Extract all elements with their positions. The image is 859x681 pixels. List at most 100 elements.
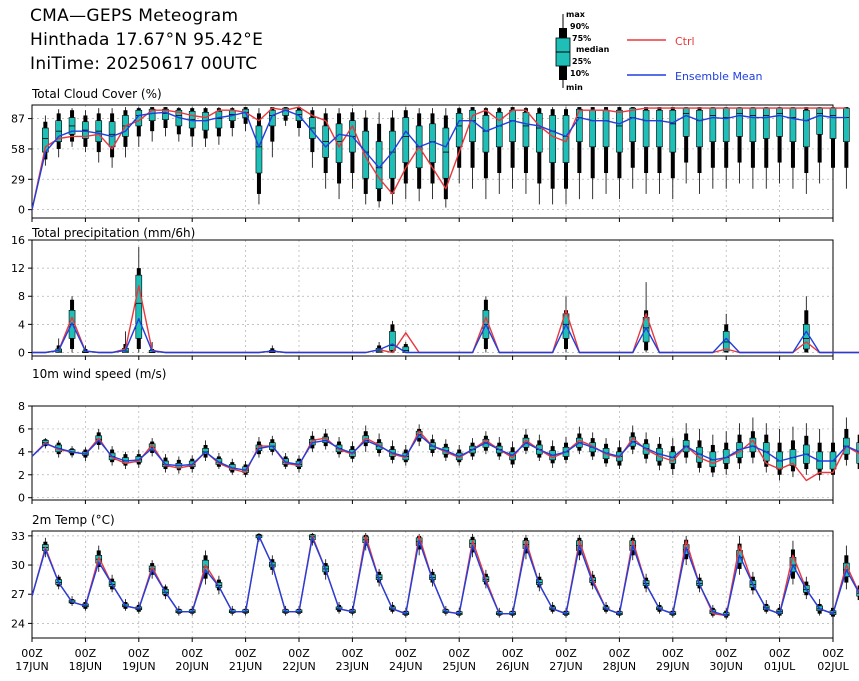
box-quartile <box>389 331 396 351</box>
box-quartile <box>856 589 859 597</box>
x-tick-label-date: 23JUN <box>336 660 370 673</box>
ctrl-line <box>31 430 859 482</box>
box-quartile <box>576 108 583 142</box>
box-quartile <box>802 109 810 148</box>
panel: Total Cloud Cover (%) 0 29 58 87 <box>11 87 850 222</box>
y-tick-label: 87 <box>11 113 25 126</box>
x-tick-label-date: 02JUL <box>817 660 849 673</box>
ensemble-mean-line <box>31 434 859 471</box>
box-quartile <box>802 324 810 350</box>
box-quartile <box>829 107 837 139</box>
box-quartile <box>789 107 797 142</box>
x-tick-label-date: 30JUN <box>709 660 743 673</box>
legend-box-label: max <box>566 10 586 19</box>
legend: max 90% 75% median 25% 10% min Ctrl Ensemble Mea… <box>555 10 762 92</box>
legend-box-label: 10% <box>570 69 589 78</box>
box-quartile <box>268 109 276 127</box>
ensemble-mean-line <box>32 318 859 354</box>
y-tick-label: 0 <box>18 492 25 505</box>
y-tick-label: 33 <box>11 530 25 543</box>
y-tick-label: 6 <box>18 423 25 436</box>
box-quartile <box>549 115 556 163</box>
x-tick-label-time: 00Z <box>715 647 737 660</box>
x-tick-label-time: 00Z <box>342 647 364 660</box>
y-tick-label: 30 <box>11 559 25 572</box>
box-quartile <box>482 115 490 153</box>
box-quartile <box>642 109 650 148</box>
box-quartile <box>682 107 690 137</box>
ensemble-mean-line <box>31 109 847 210</box>
x-tick-label-date: 18JUN <box>69 660 103 673</box>
x-tick-label-date: 24JUN <box>389 660 423 673</box>
box-quartile <box>843 107 850 142</box>
legend-box-label: 90% <box>570 22 589 31</box>
panel: Total precipitation (mm/6h) 0 4 8 12 16 <box>11 226 859 360</box>
ctrl-line <box>31 106 847 210</box>
x-tick-label-date: 22JUN <box>282 660 316 673</box>
box-quartile <box>656 109 663 148</box>
panel-title: Total precipitation (mm/6h) <box>31 226 195 240</box>
y-tick-label: 27 <box>11 588 25 601</box>
panel: 10m wind speed (m/s) 0 2 4 6 8 <box>18 367 859 505</box>
location-label: Hinthada 17.67°N 95.42°E <box>30 30 264 50</box>
x-tick-label-time: 00Z <box>21 647 43 660</box>
box-quartile <box>616 109 623 153</box>
box-quartile <box>642 317 650 343</box>
x-tick-label-time: 00Z <box>502 647 524 660</box>
x-tick-label-date: 19JUN <box>122 660 156 673</box>
box-quartile <box>215 110 223 129</box>
legend-ensemble-label: Ensemble Mean <box>675 70 762 83</box>
box-quartile <box>736 107 743 137</box>
chart-title: CMA—GEPS Meteogram <box>30 6 239 26</box>
x-tick-label-time: 00Z <box>609 647 631 660</box>
x-axis-labels: 00Z17JUN00Z18JUN00Z19JUN00Z20JUN00Z21JUN… <box>15 647 849 673</box>
x-tick-label-time: 00Z <box>235 647 257 660</box>
panel-frame <box>31 530 834 639</box>
x-tick-label-time: 00Z <box>769 647 791 660</box>
x-tick-label-date: 29JUN <box>656 660 690 673</box>
box-quartile <box>762 107 770 139</box>
box-quartile <box>148 108 156 121</box>
y-tick-label: 0 <box>18 346 25 359</box>
x-tick-label-time: 00Z <box>288 647 310 660</box>
panel-title: 2m Temp (°C) <box>32 513 115 527</box>
x-tick-label-date: 25JUN <box>442 660 476 673</box>
x-tick-label-time: 00Z <box>662 647 684 660</box>
box-quartile <box>135 274 143 339</box>
box-quartile <box>162 108 169 120</box>
x-tick-label-date: 27JUN <box>549 660 583 673</box>
y-tick-label: 12 <box>11 262 25 275</box>
ctrl-line <box>32 285 859 354</box>
box-quartile <box>535 113 543 153</box>
ctrl-line <box>31 535 859 617</box>
box-quartile <box>669 109 677 153</box>
box-quartile <box>562 115 570 163</box>
legend-box-label: median <box>576 45 610 54</box>
box-quartile <box>469 109 476 142</box>
box-decile-bar <box>817 107 822 163</box>
box-quartile <box>509 109 516 142</box>
init-time-label: IniTime: 20250617 00UTC <box>30 54 258 74</box>
legend-ctrl-label: Ctrl <box>675 35 695 48</box>
x-tick-label-date: 21JUN <box>229 660 263 673</box>
box-quartile <box>709 107 717 142</box>
x-tick-label-time: 00Z <box>822 647 844 660</box>
x-tick-label-time: 00Z <box>555 647 577 660</box>
box-quartile <box>602 109 610 148</box>
y-tick-label: 16 <box>11 234 25 247</box>
y-tick-label: 8 <box>18 290 25 303</box>
box-quartile <box>776 107 783 137</box>
x-tick-label-date: 28JUN <box>603 660 637 673</box>
x-tick-label-date: 26JUN <box>496 660 530 673</box>
legend-box-label: min <box>566 83 583 92</box>
y-tick-label: 4 <box>18 318 25 331</box>
y-tick-label: 24 <box>11 617 25 630</box>
y-tick-label: 58 <box>11 143 25 156</box>
x-tick-label-time: 00Z <box>181 647 203 660</box>
box-quartile <box>722 107 730 142</box>
ensemble-mean-line <box>31 535 859 617</box>
box-quartile <box>442 127 450 179</box>
box-quartile <box>402 117 410 163</box>
x-tick-label-time: 00Z <box>395 647 417 660</box>
x-tick-label-date: 01JUL <box>764 660 796 673</box>
